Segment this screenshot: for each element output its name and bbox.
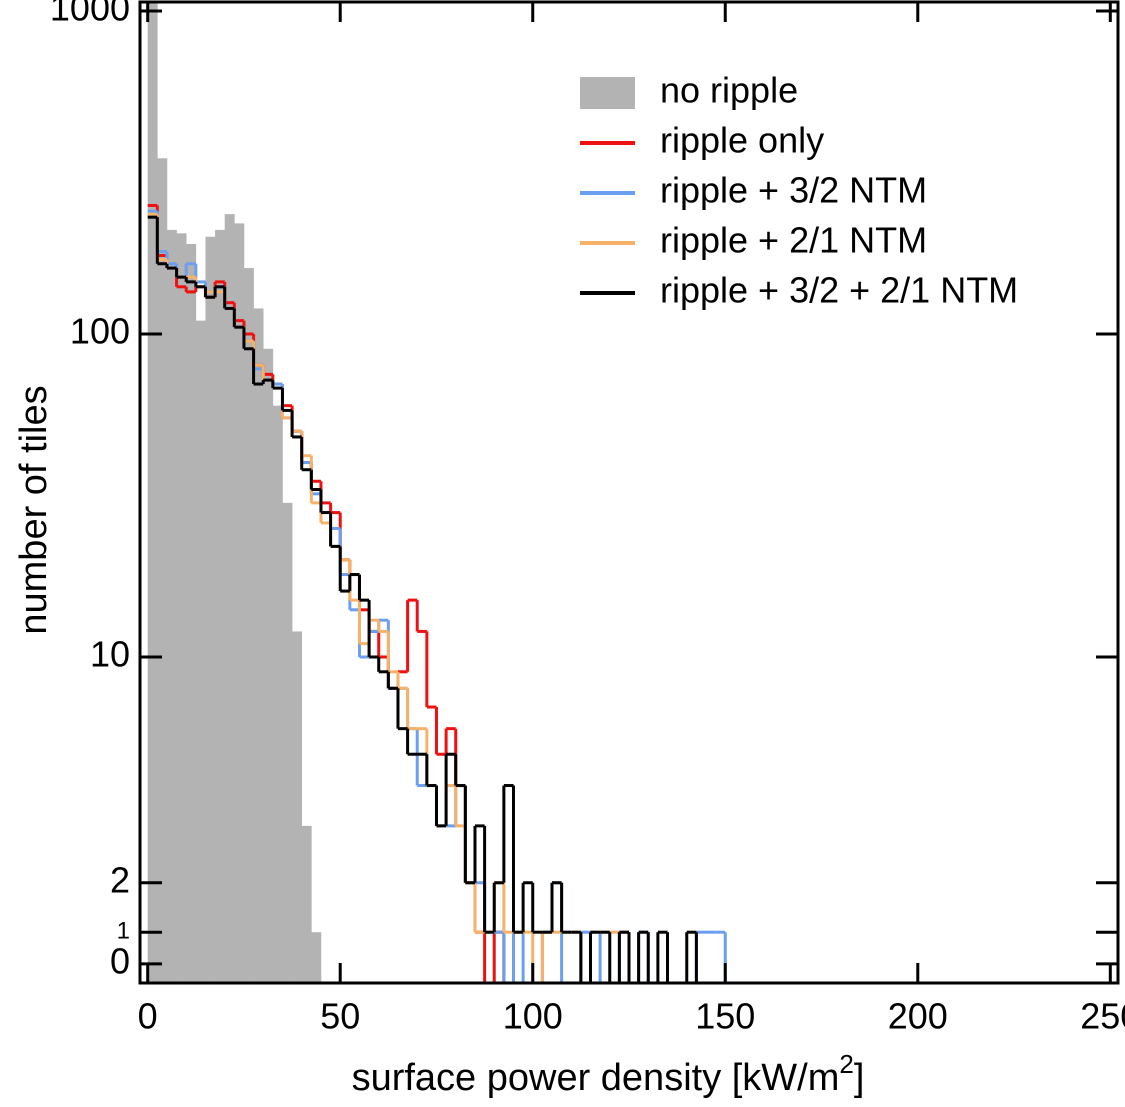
legend-label: no ripple [660, 70, 798, 111]
histogram-bar [234, 223, 245, 984]
y-axis-label: number of tiles [13, 385, 55, 634]
y-tick-label: 1 [117, 918, 130, 945]
histogram-bar [301, 825, 312, 983]
histogram-bar [282, 502, 293, 983]
legend-label: ripple only [660, 120, 824, 161]
y-tick-label: 0 [110, 940, 130, 981]
y-tick-label: 2 [110, 859, 130, 900]
x-tick-label: 250 [1080, 996, 1125, 1037]
x-tick-label: 150 [695, 996, 755, 1037]
histogram-bar [147, 2, 158, 983]
plot-frame [138, 0, 1120, 985]
legend-label: ripple + 3/2 + 2/1 NTM [660, 270, 1018, 311]
legend-label: ripple + 2/1 NTM [660, 220, 927, 261]
x-tick-label: 200 [888, 996, 948, 1037]
y-tick-label: 1000 [50, 0, 130, 29]
histogram-bar [311, 932, 322, 983]
legend-label: ripple + 3/2 NTM [660, 170, 927, 211]
x-axis-label: surface power density [kW/m2] [352, 1049, 865, 1099]
legend-swatch [580, 77, 635, 109]
histogram-bar [186, 243, 197, 983]
histogram-bar [157, 158, 168, 984]
histogram-bar [166, 229, 177, 984]
histogram-bar [205, 236, 216, 983]
histogram-bar [224, 214, 235, 983]
x-tick-label: 0 [138, 996, 158, 1037]
histogram-bar [292, 631, 303, 983]
y-tick-label: 10 [90, 634, 130, 675]
y-tick-label: 100 [70, 311, 130, 352]
histogram-bar [215, 229, 226, 984]
histogram-bar [253, 308, 264, 984]
histogram-bar [195, 320, 206, 984]
x-tick-label: 100 [503, 996, 563, 1037]
histogram-bar [243, 268, 254, 984]
x-tick-label: 50 [320, 996, 360, 1037]
histogram-bar [272, 405, 283, 984]
histogram-bar [176, 233, 187, 984]
histogram-bar [263, 348, 274, 983]
